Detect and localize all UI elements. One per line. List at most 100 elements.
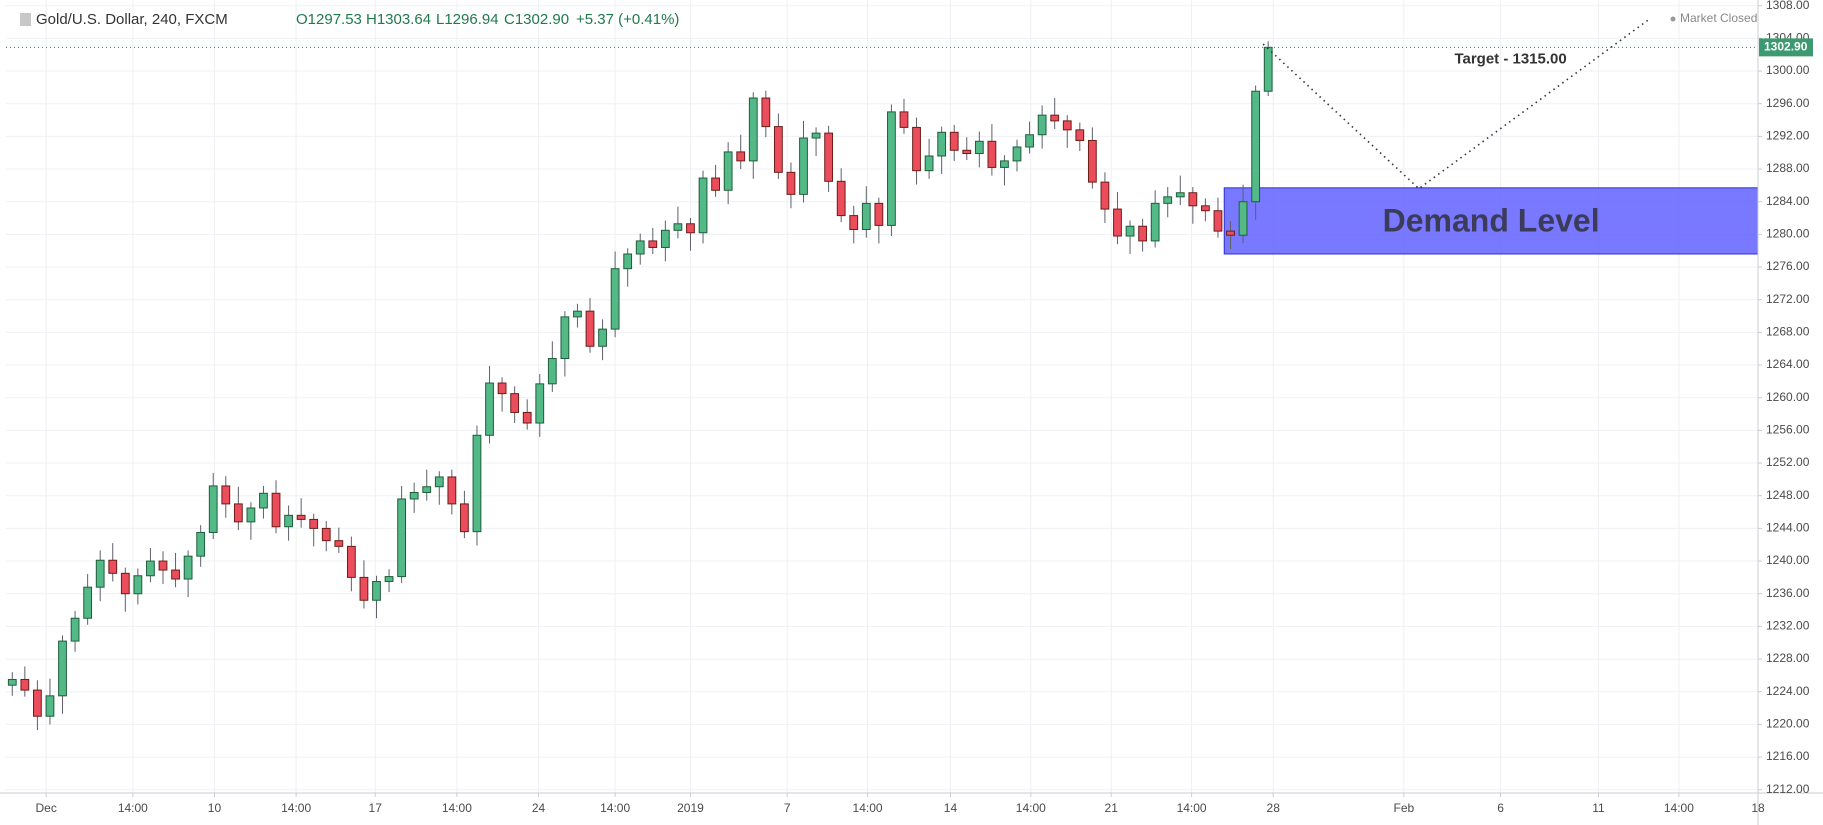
candle-body	[296, 514, 306, 520]
candle-body	[874, 202, 884, 226]
candle-body	[786, 171, 796, 195]
candle-body	[899, 111, 909, 128]
candle-body	[1012, 146, 1022, 162]
candle-body	[962, 149, 972, 155]
candle-body	[836, 180, 846, 217]
zone-label: Demand Level	[1383, 202, 1600, 238]
candle-body	[698, 177, 708, 234]
candle-body	[1201, 205, 1210, 212]
x-tick-label: 2019	[677, 801, 704, 815]
x-tick-label: 18	[1751, 801, 1765, 815]
candle-body	[547, 358, 557, 385]
candle-body	[987, 140, 997, 168]
x-tick-label: Dec	[36, 801, 57, 815]
candle-body	[1087, 139, 1097, 183]
y-tick-label: 1276.00	[1766, 259, 1810, 273]
candle-body	[1238, 201, 1248, 236]
candle-body	[824, 132, 834, 182]
candle-body	[45, 695, 55, 717]
candle-body	[623, 253, 633, 270]
change-value: +5.37 (+0.41%)	[576, 11, 679, 28]
candle-body	[146, 560, 155, 577]
candle-body	[346, 545, 356, 578]
x-tick-label: 10	[208, 801, 222, 815]
candle-body	[497, 382, 507, 395]
candle-body	[510, 393, 520, 413]
candle-body	[1075, 129, 1085, 141]
candle-body	[334, 540, 344, 547]
candle-body	[686, 223, 695, 234]
y-tick-label: 1252.00	[1766, 455, 1810, 469]
candle-body	[1213, 210, 1223, 232]
candle-body	[271, 492, 281, 528]
candle-body	[434, 476, 444, 488]
grid	[6, 0, 1759, 793]
x-tick-label: 28	[1267, 801, 1281, 815]
candle-body	[748, 97, 758, 162]
y-tick-label: 1236.00	[1766, 586, 1810, 600]
candle-body	[246, 507, 256, 523]
y-tick-label: 1224.00	[1766, 684, 1810, 698]
status-dot	[1670, 16, 1676, 22]
candle-body	[660, 229, 670, 248]
candle-body	[1050, 114, 1060, 122]
candle-body	[535, 383, 545, 424]
candle-body	[372, 580, 381, 601]
candle-body	[723, 151, 733, 191]
candle-body	[1062, 120, 1072, 131]
projection-line	[1262, 18, 1650, 190]
candle-body	[974, 140, 984, 155]
candle-body	[1163, 196, 1173, 204]
x-tick-label: 14:00	[600, 801, 630, 815]
candle-body	[384, 576, 394, 582]
candle-body	[799, 137, 808, 195]
candle-body	[58, 640, 67, 697]
y-tick-label: 1232.00	[1766, 619, 1810, 633]
candle-body	[849, 215, 859, 230]
y-tick-label: 1284.00	[1766, 194, 1810, 208]
candle-body	[773, 126, 783, 173]
y-tick-label: 1240.00	[1766, 553, 1810, 567]
y-tick-label: 1216.00	[1766, 749, 1810, 763]
open-value: O1297.53	[296, 11, 362, 28]
candle-body	[196, 531, 206, 557]
candle-body	[1025, 134, 1034, 148]
candle-body	[259, 492, 268, 509]
candle-body	[1000, 160, 1009, 168]
demand-zone	[1223, 187, 1759, 255]
x-tick-label: Feb	[1393, 801, 1414, 815]
y-tick-label: 1220.00	[1766, 717, 1810, 731]
candle-body	[1125, 225, 1135, 237]
candle-body	[949, 131, 959, 151]
x-tick-label: 17	[369, 801, 383, 815]
low-value: L1296.94	[436, 11, 499, 28]
candle-body	[120, 572, 130, 595]
y-tick-label: 1272.00	[1766, 292, 1810, 306]
candle-body	[937, 131, 947, 157]
y-tick-label: 1300.00	[1766, 63, 1810, 77]
close-value: C1302.90	[504, 11, 569, 28]
y-tick-label: 1212.00	[1766, 782, 1810, 796]
y-tick-label: 1260.00	[1766, 390, 1810, 404]
x-tick-label: 14	[944, 801, 958, 815]
candle-body	[1113, 208, 1122, 237]
candle-body	[560, 316, 570, 360]
x-tick-label: 6	[1497, 801, 1504, 815]
x-tick-label: 14:00	[1664, 801, 1694, 815]
candle-body	[573, 310, 582, 318]
axes: 1212.00 1216.00 1220.00 1224.00 1228.00 1232.…	[36, 0, 1813, 815]
candle-body	[171, 569, 180, 580]
candle-body	[108, 559, 118, 574]
candle-body	[409, 491, 419, 500]
y-tick-label: 1228.00	[1766, 651, 1810, 665]
candle-body	[422, 486, 432, 493]
y-tick-label: 1256.00	[1766, 423, 1810, 437]
y-tick-label: 1280.00	[1766, 227, 1810, 241]
candle-body	[158, 560, 168, 571]
candle-body	[585, 310, 595, 347]
candle-body	[359, 576, 369, 601]
candle-body	[736, 151, 746, 162]
candle-body	[1037, 114, 1047, 136]
chart-title: Gold/U.S. Dollar, 240, FXCM	[36, 11, 228, 28]
